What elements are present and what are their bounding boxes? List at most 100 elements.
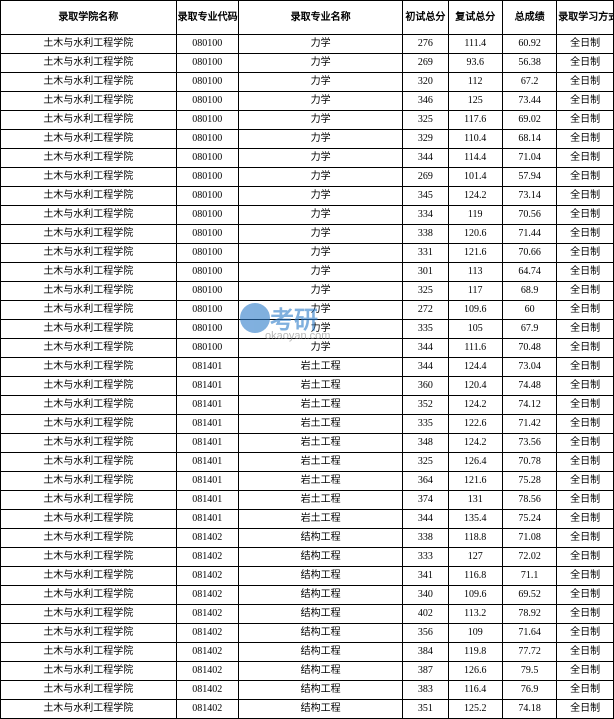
table-cell: 土木与水利工程学院	[1, 434, 177, 453]
table-cell: 080100	[176, 339, 238, 358]
table-cell: 081402	[176, 567, 238, 586]
table-cell: 全日制	[557, 624, 614, 643]
table-cell: 力学	[238, 206, 402, 225]
table-cell: 全日制	[557, 73, 614, 92]
table-cell: 333	[403, 548, 448, 567]
table-cell: 126.4	[448, 453, 502, 472]
table-cell: 全日制	[557, 149, 614, 168]
table-cell: 345	[403, 187, 448, 206]
table-row: 土木与水利工程学院081402结构工程384119.877.72全日制	[1, 643, 614, 662]
table-cell: 325	[403, 453, 448, 472]
table-cell: 387	[403, 662, 448, 681]
table-cell: 081401	[176, 415, 238, 434]
table-cell: 土木与水利工程学院	[1, 415, 177, 434]
table-cell: 土木与水利工程学院	[1, 396, 177, 415]
table-cell: 351	[403, 700, 448, 719]
table-cell: 126.6	[448, 662, 502, 681]
table-cell: 080100	[176, 130, 238, 149]
table-cell: 081402	[176, 700, 238, 719]
table-cell: 402	[403, 605, 448, 624]
table-row: 土木与水利工程学院081402结构工程338118.871.08全日制	[1, 529, 614, 548]
table-cell: 383	[403, 681, 448, 700]
table-cell: 114.4	[448, 149, 502, 168]
table-cell: 125	[448, 92, 502, 111]
table-cell: 土木与水利工程学院	[1, 244, 177, 263]
table-cell: 109.6	[448, 301, 502, 320]
table-cell: 结构工程	[238, 662, 402, 681]
table-cell: 土木与水利工程学院	[1, 605, 177, 624]
table-cell: 081401	[176, 358, 238, 377]
table-cell: 276	[403, 35, 448, 54]
table-cell: 全日制	[557, 548, 614, 567]
table-cell: 119	[448, 206, 502, 225]
table-cell: 结构工程	[238, 605, 402, 624]
column-header: 复试总分	[448, 1, 502, 35]
table-cell: 土木与水利工程学院	[1, 149, 177, 168]
table-cell: 全日制	[557, 510, 614, 529]
table-cell: 力学	[238, 339, 402, 358]
table-cell: 081402	[176, 681, 238, 700]
table-cell: 081401	[176, 453, 238, 472]
table-cell: 127	[448, 548, 502, 567]
table-cell: 124.2	[448, 396, 502, 415]
table-cell: 71.1	[502, 567, 556, 586]
table-cell: 348	[403, 434, 448, 453]
table-row: 土木与水利工程学院080100力学30111364.74全日制	[1, 263, 614, 282]
table-cell: 力学	[238, 263, 402, 282]
table-cell: 335	[403, 320, 448, 339]
table-cell: 全日制	[557, 339, 614, 358]
table-cell: 346	[403, 92, 448, 111]
table-cell: 全日制	[557, 282, 614, 301]
table-cell: 331	[403, 244, 448, 263]
table-cell: 57.94	[502, 168, 556, 187]
table-cell: 力学	[238, 73, 402, 92]
table-row: 土木与水利工程学院081402结构工程33312772.02全日制	[1, 548, 614, 567]
table-cell: 109	[448, 624, 502, 643]
table-cell: 全日制	[557, 130, 614, 149]
table-row: 土木与水利工程学院080100力学325117.669.02全日制	[1, 111, 614, 130]
table-cell: 120.4	[448, 377, 502, 396]
table-cell: 081401	[176, 377, 238, 396]
table-cell: 080100	[176, 54, 238, 73]
table-cell: 56.38	[502, 54, 556, 73]
table-cell: 结构工程	[238, 586, 402, 605]
table-cell: 岩土工程	[238, 396, 402, 415]
table-row: 土木与水利工程学院081402结构工程341116.871.1全日制	[1, 567, 614, 586]
table-cell: 272	[403, 301, 448, 320]
table-cell: 结构工程	[238, 567, 402, 586]
table-cell: 64.74	[502, 263, 556, 282]
table-cell: 全日制	[557, 662, 614, 681]
table-cell: 344	[403, 358, 448, 377]
table-cell: 131	[448, 491, 502, 510]
table-cell: 080100	[176, 301, 238, 320]
table-cell: 土木与水利工程学院	[1, 130, 177, 149]
table-cell: 111.4	[448, 35, 502, 54]
table-cell: 269	[403, 168, 448, 187]
table-cell: 124.4	[448, 358, 502, 377]
table-cell: 93.6	[448, 54, 502, 73]
table-row: 土木与水利工程学院081401岩土工程344124.473.04全日制	[1, 358, 614, 377]
table-cell: 全日制	[557, 358, 614, 377]
table-cell: 73.44	[502, 92, 556, 111]
table-cell: 081402	[176, 586, 238, 605]
table-cell: 全日制	[557, 187, 614, 206]
table-cell: 土木与水利工程学院	[1, 662, 177, 681]
table-row: 土木与水利工程学院080100力学26993.656.38全日制	[1, 54, 614, 73]
column-header: 录取学院名称	[1, 1, 177, 35]
table-cell: 土木与水利工程学院	[1, 548, 177, 567]
table-cell: 338	[403, 529, 448, 548]
table-cell: 土木与水利工程学院	[1, 472, 177, 491]
table-cell: 081402	[176, 548, 238, 567]
table-cell: 结构工程	[238, 529, 402, 548]
table-body: 土木与水利工程学院080100力学276111.460.92全日制土木与水利工程…	[1, 35, 614, 719]
table-cell: 080100	[176, 225, 238, 244]
table-cell: 081402	[176, 643, 238, 662]
table-cell: 土木与水利工程学院	[1, 206, 177, 225]
table-cell: 081402	[176, 529, 238, 548]
table-cell: 080100	[176, 282, 238, 301]
table-row: 土木与水利工程学院080100力学276111.460.92全日制	[1, 35, 614, 54]
table-cell: 74.48	[502, 377, 556, 396]
table-cell: 力学	[238, 149, 402, 168]
table-cell: 土木与水利工程学院	[1, 339, 177, 358]
table-cell: 力学	[238, 187, 402, 206]
